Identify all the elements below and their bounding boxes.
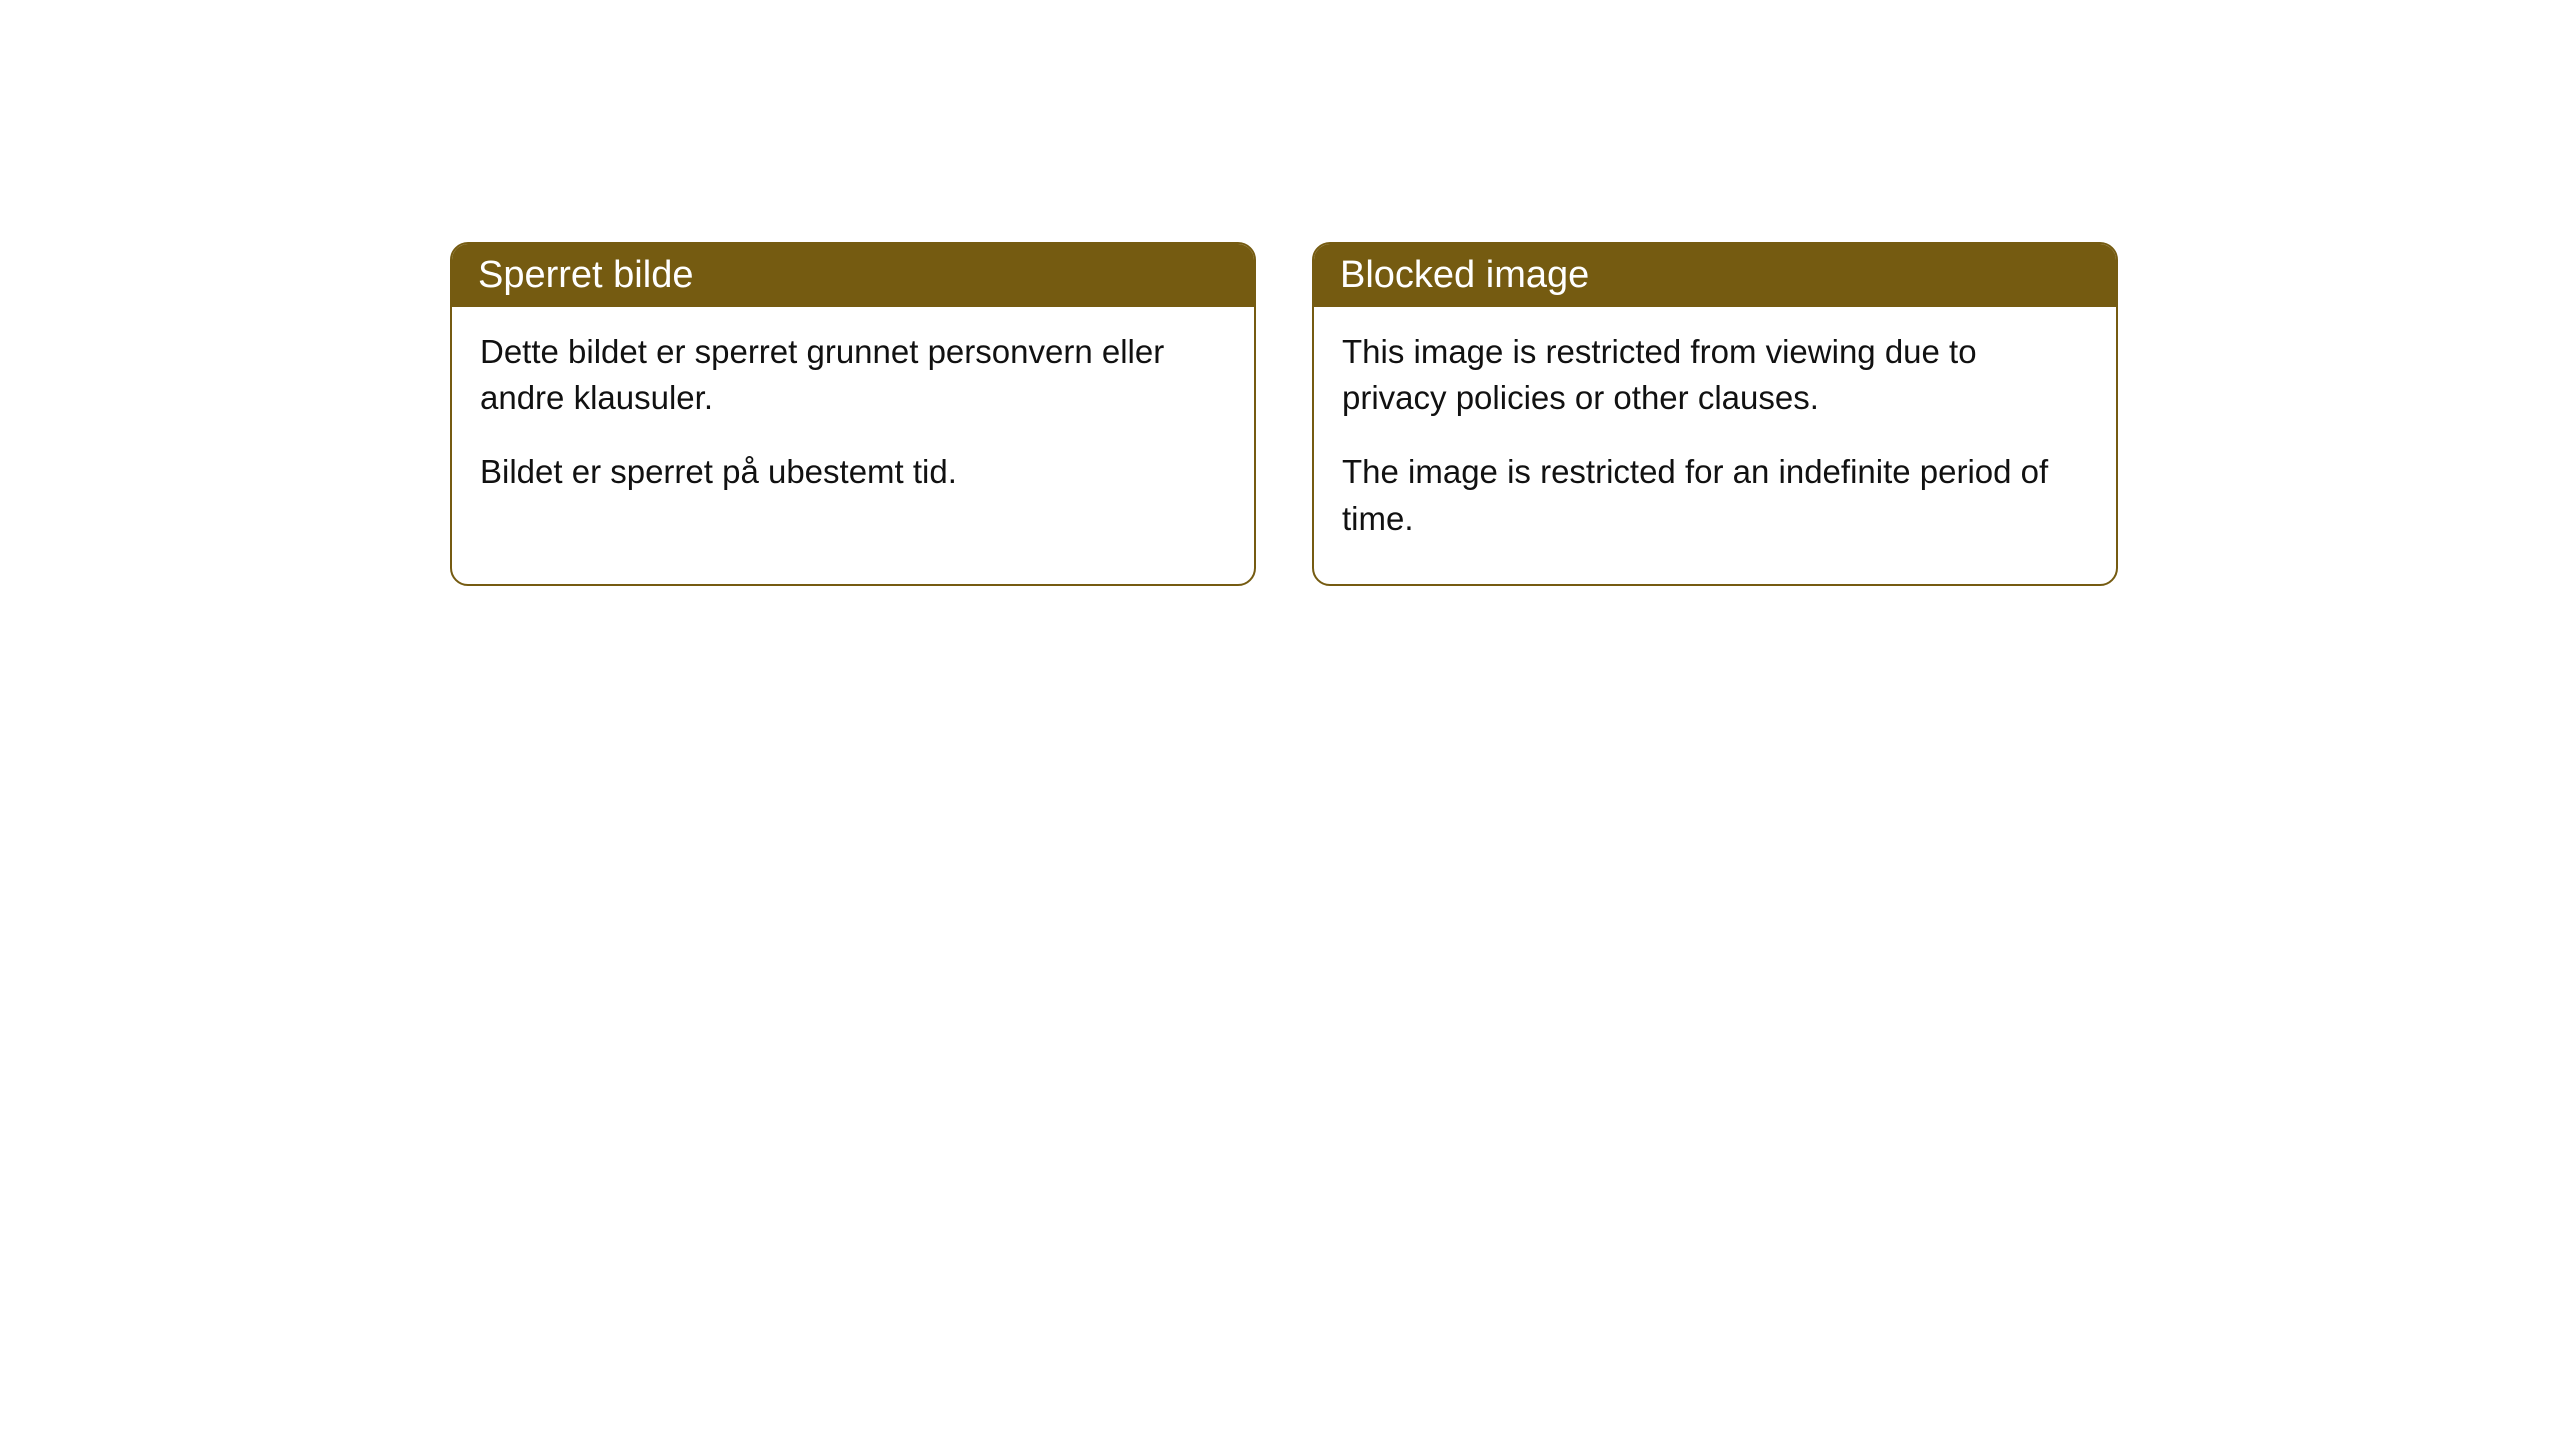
card-paragraph: Bildet er sperret på ubestemt tid. (480, 449, 1226, 495)
card-paragraph: The image is restricted for an indefinit… (1342, 449, 2088, 541)
card-body: This image is restricted from viewing du… (1314, 307, 2116, 584)
card-header: Blocked image (1314, 244, 2116, 307)
notice-cards-container: Sperret bilde Dette bildet er sperret gr… (450, 242, 2118, 586)
card-paragraph: This image is restricted from viewing du… (1342, 329, 2088, 421)
notice-card-norwegian: Sperret bilde Dette bildet er sperret gr… (450, 242, 1256, 586)
card-title: Blocked image (1340, 254, 1589, 296)
card-paragraph: Dette bildet er sperret grunnet personve… (480, 329, 1226, 421)
notice-card-english: Blocked image This image is restricted f… (1312, 242, 2118, 586)
card-header: Sperret bilde (452, 244, 1254, 307)
card-body: Dette bildet er sperret grunnet personve… (452, 307, 1254, 538)
card-title: Sperret bilde (478, 254, 693, 296)
